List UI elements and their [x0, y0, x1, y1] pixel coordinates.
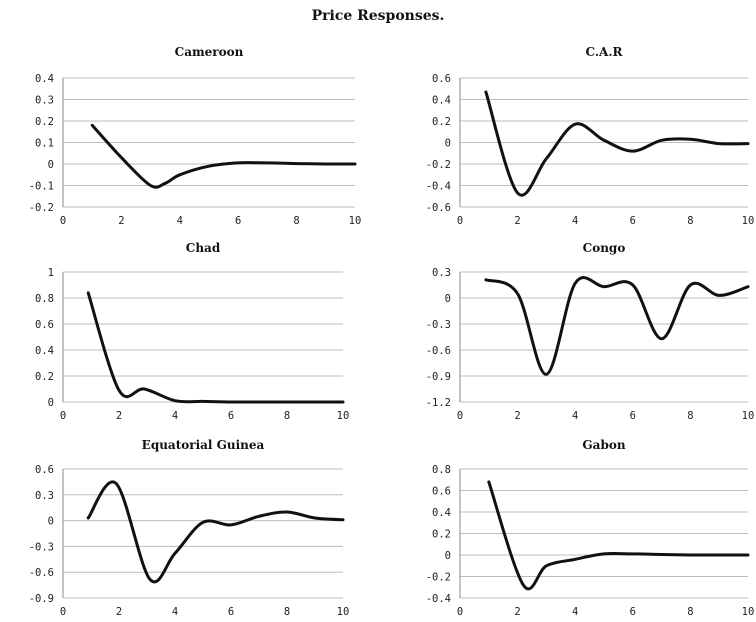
x-tick-label: 10 [349, 215, 362, 227]
x-tick-label: 10 [742, 606, 755, 618]
chart-panel-6: Gabon -0.4 -0.2 0 0.2 0.4 0.6 0.8 0 2 4 6 8 10 [426, 438, 755, 618]
x-tick-label: 4 [172, 410, 178, 422]
x-tick-label: 6 [630, 410, 636, 422]
y-tick-label: 0 [445, 293, 451, 305]
y-tick-label: -0.4 [426, 593, 451, 605]
x-tick-label: 6 [228, 606, 234, 618]
chart-panel-2: C.A.R -0.6 -0.4 -0.2 0 0.2 0.4 0.6 0 2 4 6 8 10 [426, 45, 755, 227]
y-tick-label: -0.2 [29, 202, 54, 214]
series-line [90, 123, 357, 189]
y-tick-label: 1 [48, 267, 54, 279]
series-line [86, 480, 345, 584]
y-tick-label: 0.8 [432, 464, 451, 476]
y-tick-label: -0.2 [426, 159, 451, 171]
series-line [487, 480, 750, 591]
chart-panel-1: Cameroon -0.2 -0.1 0 0.1 0.2 0.3 0.4 0 2 4 6 8 10 [29, 45, 362, 227]
chart-title: C.A.R [586, 45, 624, 59]
y-tick-label: 0.4 [432, 95, 451, 107]
y-tick-label: 0 [48, 516, 54, 528]
x-tick-label: 8 [284, 606, 290, 618]
y-tick-label: -0.1 [29, 181, 54, 193]
x-tick-label: 6 [630, 215, 636, 227]
x-tick-label: 2 [514, 606, 520, 618]
y-tick-label: 0.6 [432, 73, 451, 85]
x-tick-label: 6 [630, 606, 636, 618]
x-tick-label: 0 [457, 215, 463, 227]
y-tick-label: 0.8 [35, 293, 54, 305]
x-tick-label: 2 [514, 215, 520, 227]
y-tick-label: 0.6 [35, 464, 54, 476]
figure-title: Price Responses. [312, 8, 445, 24]
x-tick-label: 2 [118, 215, 124, 227]
x-tick-label: 8 [687, 410, 693, 422]
x-tick-label: 2 [116, 606, 122, 618]
x-tick-label: 10 [337, 410, 350, 422]
x-tick-label: 4 [572, 410, 578, 422]
x-tick-label: 10 [742, 410, 755, 422]
y-tick-label: 0.6 [432, 486, 451, 498]
x-tick-label: 6 [228, 410, 234, 422]
x-tick-label: 4 [177, 215, 183, 227]
x-tick-label: 8 [284, 410, 290, 422]
y-tick-label: 0.3 [35, 95, 54, 107]
y-tick-label: 0.2 [432, 529, 451, 541]
y-tick-label: 0 [48, 397, 54, 409]
x-tick-label: 0 [60, 215, 66, 227]
y-tick-label: 0.3 [432, 267, 451, 279]
x-tick-label: 0 [457, 606, 463, 618]
series-line [86, 291, 345, 404]
chart-title: Cameroon [175, 45, 244, 59]
x-tick-label: 4 [572, 606, 578, 618]
y-tick-label: 0 [445, 550, 451, 562]
y-tick-label: 0.2 [432, 116, 451, 128]
series-line [484, 276, 750, 376]
y-tick-label: -0.3 [426, 319, 451, 331]
x-tick-label: 8 [293, 215, 299, 227]
y-tick-label: 0.2 [35, 116, 54, 128]
y-tick-label: -0.3 [29, 541, 54, 553]
x-tick-label: 8 [687, 215, 693, 227]
x-tick-label: 10 [337, 606, 350, 618]
y-tick-label: 0.4 [432, 507, 451, 519]
y-tick-label: 0.6 [35, 319, 54, 331]
y-tick-label: -1.2 [426, 397, 451, 409]
x-tick-label: 0 [60, 606, 66, 618]
x-tick-label: 10 [742, 215, 755, 227]
x-tick-label: 4 [172, 606, 178, 618]
y-tick-label: 0 [445, 138, 451, 150]
x-tick-label: 2 [514, 410, 520, 422]
x-tick-label: 8 [687, 606, 693, 618]
series-line [484, 90, 750, 197]
y-tick-label: 0.1 [35, 138, 54, 150]
x-tick-label: 6 [235, 215, 241, 227]
y-tick-label: -0.6 [426, 345, 451, 357]
y-tick-label: 0.4 [35, 345, 54, 357]
chart-title: Equatorial Guinea [142, 438, 265, 452]
chart-panel-4: Congo -1.2 -0.9 -0.6 -0.3 0 0.3 0 2 4 6 8 10 [426, 241, 755, 422]
y-tick-label: 0 [48, 159, 54, 171]
chart-title: Gabon [582, 438, 625, 452]
x-tick-label: 0 [457, 410, 463, 422]
y-tick-label: -0.4 [426, 181, 451, 193]
y-tick-label: -0.2 [426, 572, 451, 584]
y-tick-label: -0.6 [426, 202, 451, 214]
chart-title: Chad [186, 241, 221, 255]
x-tick-label: 0 [60, 410, 66, 422]
y-tick-label: 0.3 [35, 490, 54, 502]
x-tick-label: 4 [572, 215, 578, 227]
y-tick-label: 0.2 [35, 371, 54, 383]
y-tick-label: -0.9 [426, 371, 451, 383]
y-tick-label: -0.9 [29, 593, 54, 605]
y-tick-label: 0.4 [35, 73, 54, 85]
chart-title: Congo [583, 241, 626, 255]
y-tick-label: -0.6 [29, 567, 54, 579]
x-tick-label: 2 [116, 410, 122, 422]
chart-panel-5: Equatorial Guinea -0.9 -0.6 -0.3 0 0.3 0.6 0 2 4 6… [29, 438, 350, 618]
